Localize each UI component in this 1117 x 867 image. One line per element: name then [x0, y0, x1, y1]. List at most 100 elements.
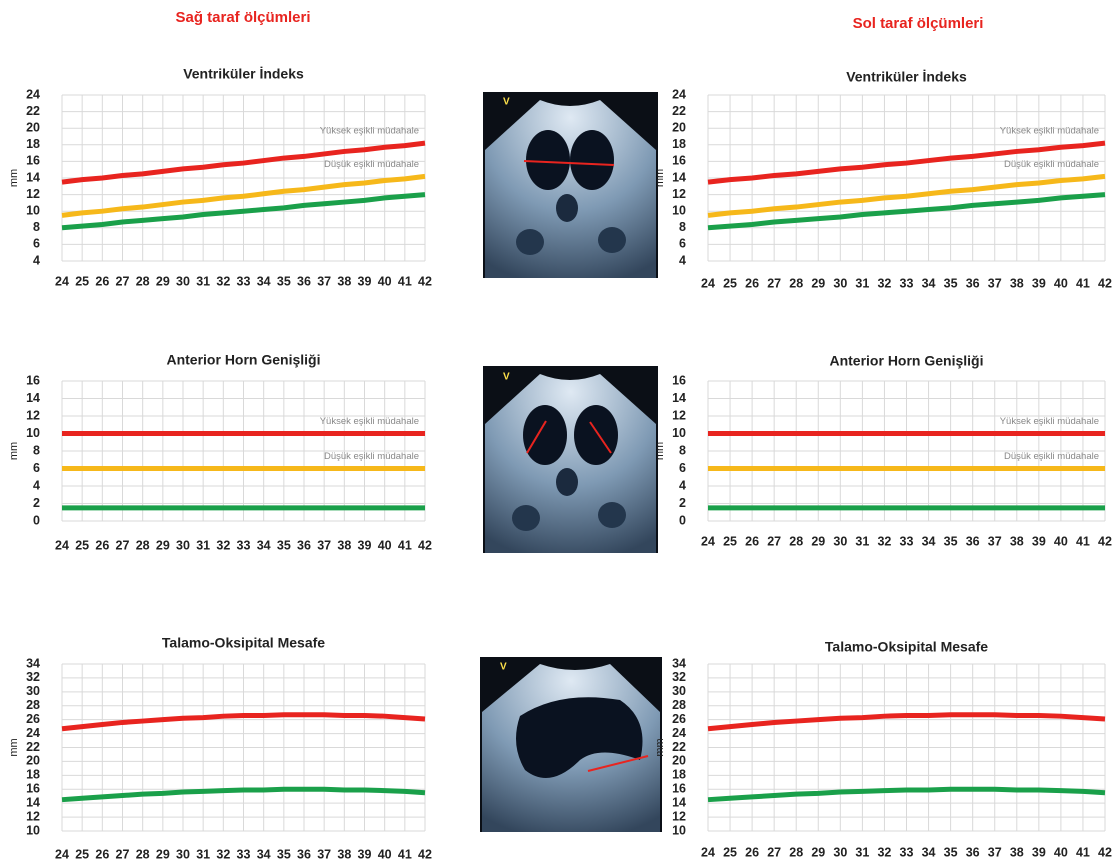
y-tick-label: 24	[672, 726, 686, 740]
x-tick-label: 34	[922, 276, 936, 290]
x-tick-label: 31	[196, 538, 210, 552]
series-line	[61, 192, 426, 231]
x-tick-label: 42	[418, 538, 432, 552]
y-tick-label: 32	[672, 670, 686, 684]
x-tick-label: 35	[277, 274, 291, 288]
y-tick-label: 26	[26, 712, 40, 726]
side-header: Sol taraf ölçümleri	[853, 15, 984, 32]
series-line	[61, 173, 426, 218]
x-tick-label: 24	[55, 274, 69, 288]
x-tick-label: 35	[944, 534, 958, 548]
y-tick-label: 34	[26, 656, 40, 670]
x-tick-label: 28	[136, 538, 150, 552]
y-tick-label: 20	[672, 754, 686, 768]
y-tick-label: 18	[672, 768, 686, 782]
x-tick-label: 33	[237, 274, 251, 288]
x-tick-label: 27	[116, 274, 130, 288]
y-tick-label: 20	[26, 120, 40, 134]
y-tick-label: 4	[33, 253, 40, 267]
x-tick-label: 37	[317, 274, 331, 288]
x-tick-label: 42	[1098, 534, 1112, 548]
y-tick-label: 10	[672, 823, 686, 837]
y-tick-label: 14	[26, 795, 40, 809]
y-tick-label: 8	[679, 443, 686, 457]
y-tick-label: 8	[33, 443, 40, 457]
y-tick-label: 12	[672, 809, 686, 823]
y-tick-label: 16	[26, 782, 40, 796]
x-tick-label: 36	[966, 276, 980, 290]
x-tick-label: 36	[966, 845, 980, 859]
x-tick-label: 30	[833, 276, 847, 290]
y-axis-label: mm	[8, 442, 20, 460]
x-tick-label: 29	[811, 276, 825, 290]
y-tick-label: 20	[26, 754, 40, 768]
series-line	[707, 140, 1106, 185]
y-tick-label: 12	[26, 809, 40, 823]
y-tick-label: 2	[33, 496, 40, 510]
x-tick-label: 37	[317, 847, 331, 861]
x-tick-label: 37	[988, 845, 1002, 859]
y-tick-label: 34	[672, 656, 686, 670]
y-tick-label: 12	[26, 187, 40, 201]
x-tick-label: 30	[833, 845, 847, 859]
y-tick-label: 12	[672, 187, 686, 201]
x-tick-label: 25	[75, 538, 89, 552]
x-tick-label: 24	[701, 276, 715, 290]
x-tick-label: 39	[1032, 845, 1046, 859]
x-tick-label: 28	[136, 847, 150, 861]
y-tick-label: 0	[679, 513, 686, 527]
y-tick-label: 8	[679, 220, 686, 234]
x-tick-label: 29	[811, 534, 825, 548]
y-tick-label: 12	[672, 408, 686, 422]
x-tick-label: 41	[398, 538, 412, 552]
x-tick-label: 36	[966, 534, 980, 548]
x-tick-label: 33	[900, 534, 914, 548]
x-tick-label: 32	[216, 538, 230, 552]
x-tick-label: 42	[1098, 845, 1112, 859]
x-tick-label: 27	[767, 276, 781, 290]
x-tick-label: 41	[1076, 534, 1090, 548]
y-tick-label: 6	[679, 237, 686, 251]
y-axis-label: mm	[654, 442, 666, 460]
y-tick-label: 4	[679, 478, 686, 492]
series-line	[707, 712, 1106, 732]
y-tick-label: 18	[672, 137, 686, 151]
x-tick-label: 31	[855, 845, 869, 859]
annotation: Düşük eşikli müdahale	[324, 159, 419, 170]
y-tick-label: 14	[672, 795, 686, 809]
x-tick-label: 32	[877, 276, 891, 290]
y-tick-label: 30	[672, 684, 686, 698]
x-tick-label: 36	[297, 274, 311, 288]
x-tick-label: 34	[922, 534, 936, 548]
x-tick-label: 42	[418, 847, 432, 861]
y-axis-label: mm	[8, 738, 20, 756]
y-tick-label: 28	[26, 698, 40, 712]
x-tick-label: 29	[156, 847, 170, 861]
x-tick-label: 24	[55, 847, 69, 861]
x-tick-label: 42	[1098, 276, 1112, 290]
x-tick-label: 40	[378, 274, 392, 288]
annotation: Yüksek eşikli müdahale	[320, 416, 419, 427]
y-tick-label: 28	[672, 698, 686, 712]
x-tick-label: 37	[988, 534, 1002, 548]
y-tick-label: 0	[33, 513, 40, 527]
x-tick-label: 24	[701, 845, 715, 859]
annotation: Yüksek eşikli müdahale	[1000, 416, 1099, 427]
y-tick-label: 8	[33, 220, 40, 234]
x-tick-label: 32	[877, 845, 891, 859]
x-tick-label: 26	[95, 847, 109, 861]
x-tick-label: 39	[1032, 534, 1046, 548]
x-tick-label: 32	[216, 274, 230, 288]
annotation: Yüksek eşikli müdahale	[1000, 126, 1099, 137]
x-tick-label: 39	[358, 538, 372, 552]
y-axis-label: mm	[654, 169, 666, 187]
y-tick-label: 14	[672, 170, 686, 184]
x-tick-label: 38	[337, 274, 351, 288]
series-line	[707, 192, 1106, 231]
y-tick-label: 10	[672, 426, 686, 440]
y-tick-label: 16	[672, 782, 686, 796]
y-tick-label: 30	[26, 684, 40, 698]
series-line	[61, 786, 426, 803]
chart-title: Talamo-Oksipital Mesafe	[162, 635, 325, 651]
y-tick-label: 6	[679, 461, 686, 475]
